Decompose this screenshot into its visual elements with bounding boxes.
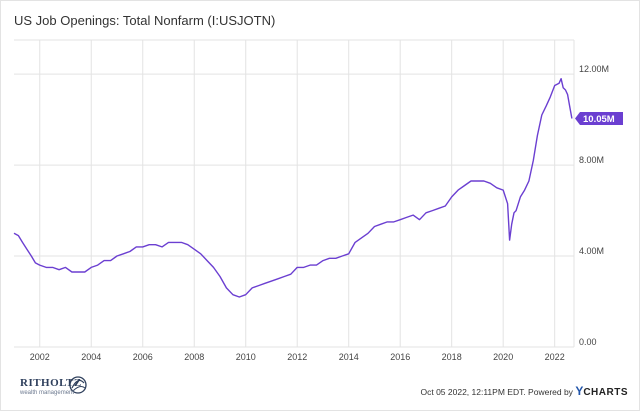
x-tick-label: 2002 [30, 352, 50, 362]
last-value-layer: 10.05M [575, 111, 623, 125]
ycharts-logo-text: CHARTS [583, 387, 628, 398]
brand-tagline: wealth management [20, 390, 75, 396]
x-tick-label: 2004 [81, 352, 101, 362]
x-tick-label: 2008 [184, 352, 204, 362]
chart-title: US Job Openings: Total Nonfarm (I:USJOTN… [14, 13, 276, 28]
x-tick-label: 2014 [339, 352, 359, 362]
series-line [13, 77, 573, 298]
x-tick-label: 2018 [442, 352, 462, 362]
x-tick-label: 2006 [133, 352, 153, 362]
x-tick-label: 2022 [545, 352, 565, 362]
x-tick-label: 2016 [390, 352, 410, 362]
last-value-label: 10.05M [583, 114, 615, 125]
last-value-badge [575, 111, 623, 125]
ycharts-logo-y: Y [575, 384, 584, 398]
series-layer [13, 77, 573, 298]
attribution: Oct 05 2022, 12:11PM EDT. Powered by YCH… [420, 384, 628, 398]
ritholtz-logo-icon [69, 376, 87, 394]
x-tick-label: 2010 [236, 352, 256, 362]
x-tick-label: 2020 [493, 352, 513, 362]
x-tick-label: 2012 [287, 352, 307, 362]
brand-name: RITHOLTZ [20, 377, 82, 389]
x-axis-ticks: 2002 2004 2006 2008 2010 2012 2014 2016 2018 2020… [30, 352, 565, 362]
y-axis-ticks: 0.00 4.00M 8.00M 12.00M [579, 64, 609, 347]
y-tick-label: 0.00 [579, 337, 597, 347]
grid-lines [14, 39, 575, 348]
y-tick-label: 4.00M [579, 246, 604, 256]
attribution-text: Oct 05 2022, 12:11PM EDT. Powered by [420, 387, 576, 397]
y-tick-label: 12.00M [579, 64, 609, 74]
y-tick-label: 8.00M [579, 155, 604, 165]
